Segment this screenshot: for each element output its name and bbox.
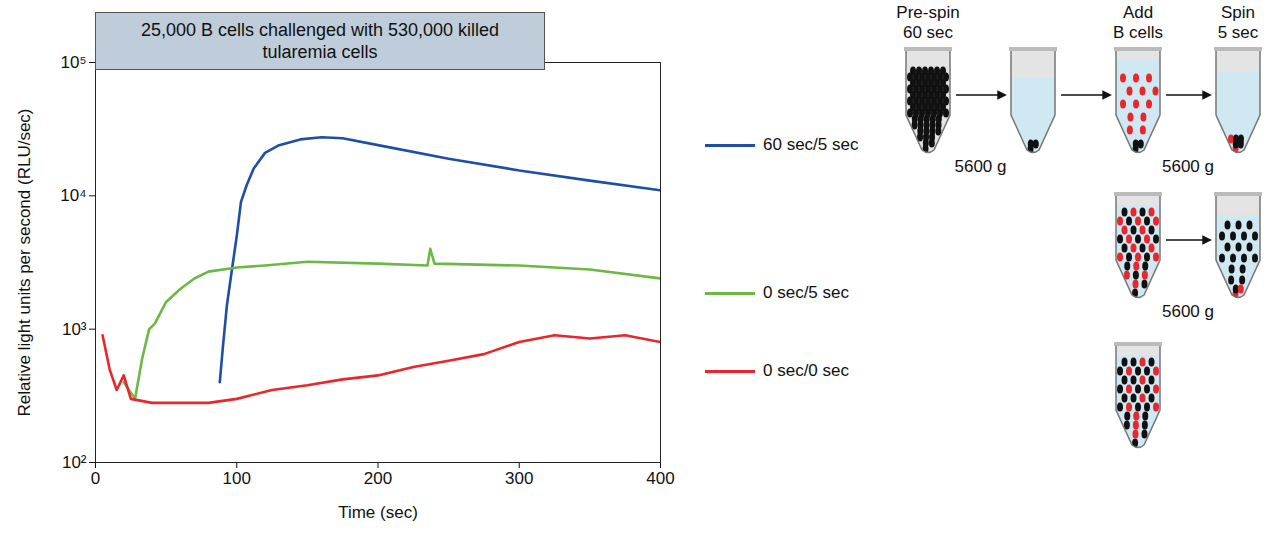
svg-text:60 sec: 60 sec	[903, 23, 954, 42]
svg-text:Spin: Spin	[1221, 3, 1255, 22]
svg-text:10⁴: 10⁴	[60, 186, 86, 205]
svg-text:100: 100	[223, 469, 251, 488]
svg-text:200: 200	[364, 469, 392, 488]
html-text:0 sec/0 sec: 0 sec/0 sec	[763, 361, 849, 380]
svg-text:400: 400	[646, 469, 674, 488]
html-text:25,000 B cells challenged with: 25,000 B cells challenged with 530,000 k…	[140, 20, 500, 62]
svg-text:10³: 10³	[62, 320, 87, 339]
svg-text:5600 g: 5600 g	[1162, 157, 1214, 176]
svg-text:Add: Add	[1123, 3, 1153, 22]
svg-text:5600 g: 5600 g	[955, 157, 1007, 176]
svg-text:5 sec: 5 sec	[1218, 23, 1259, 42]
svg-text:300: 300	[505, 469, 533, 488]
html-text:0 sec/5 sec: 0 sec/5 sec	[763, 283, 849, 302]
svg-text:0: 0	[91, 469, 100, 488]
svg-text:5600 g: 5600 g	[1162, 302, 1214, 321]
svg-text:10²: 10²	[62, 453, 87, 472]
svg-text:10⁵: 10⁵	[61, 53, 87, 72]
svg-text:Time (sec): Time (sec)	[338, 503, 418, 522]
svg-text:Pre-spin: Pre-spin	[896, 3, 959, 22]
svg-text:Relative light units per secon: Relative light units per second (RLU/sec…	[15, 108, 34, 416]
html-text:60 sec/5 sec: 60 sec/5 sec	[763, 135, 859, 154]
svg-text:B cells: B cells	[1113, 23, 1163, 42]
